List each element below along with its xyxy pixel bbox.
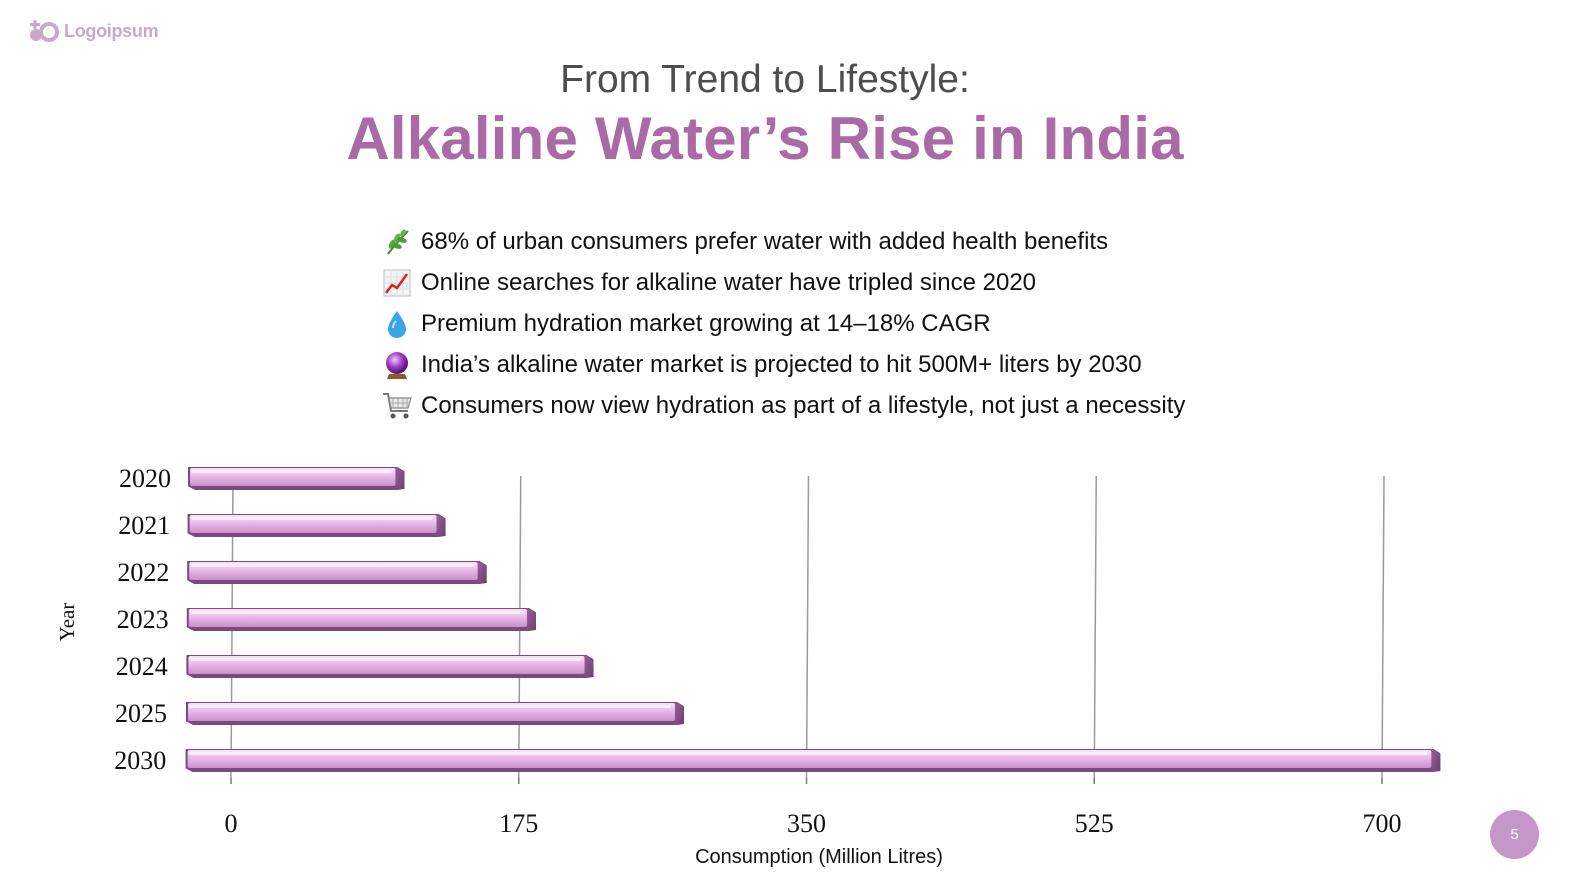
bar-highlight (190, 611, 523, 614)
x-tick-label: 0 (225, 809, 238, 838)
bar-highlight (190, 705, 671, 708)
bar-cap (395, 467, 405, 489)
bullet-list: 68% of urban consumers prefer water with… (381, 222, 1185, 426)
x-tick-label: 350 (787, 809, 826, 838)
herb-icon (381, 226, 413, 258)
y-tick-label: 2021 (118, 511, 170, 540)
y-tick-label: 2023 (117, 605, 169, 634)
x-tick-label: 525 (1075, 809, 1114, 838)
y-tick-label: 2024 (116, 652, 168, 681)
bullet-text: Premium hydration market growing at 14–1… (421, 309, 991, 337)
bullet-text: India’s alkaline water market is project… (421, 350, 1142, 378)
list-item: Premium hydration market growing at 14–1… (381, 304, 1185, 345)
gridline (1093, 475, 1097, 779)
page-title: Alkaline Water’s Rise in India (346, 105, 1184, 172)
bar-highlight (191, 517, 433, 520)
bar-cap (584, 655, 594, 677)
bar-cap (1431, 749, 1441, 771)
page-kicker: From Trend to Lifestyle: (560, 58, 970, 101)
bar-cap (436, 514, 446, 536)
list-item: India’s alkaline water market is project… (381, 344, 1185, 385)
bar-highlight (192, 470, 392, 473)
gridline (805, 475, 810, 779)
bar-cap (526, 608, 536, 630)
bar-cap (674, 702, 684, 724)
logo-text: Logoipsum (64, 20, 159, 41)
y-tick-label: 2030 (114, 746, 166, 775)
x-axis-label: Consumption (Million Litres) (695, 846, 943, 868)
y-tick-label: 2025 (115, 699, 167, 728)
bar-cap (477, 561, 487, 583)
bullet-text: Consumers now view hydration as part of … (421, 391, 1186, 419)
shopping-cart-icon (381, 390, 413, 422)
page-number-badge: 5 (1490, 810, 1539, 859)
bar-highlight (189, 752, 1428, 755)
y-tick-label: 2022 (117, 558, 169, 587)
x-tick-label: 700 (1363, 809, 1402, 838)
list-item: 68% of urban consumers prefer water with… (381, 222, 1185, 263)
list-item: Consumers now view hydration as part of … (381, 385, 1185, 426)
x-tick-label: 175 (499, 809, 538, 838)
y-tick-label: 2020 (119, 464, 171, 493)
droplet-icon (381, 308, 413, 340)
bullet-text: 68% of urban consumers prefer water with… (421, 228, 1109, 256)
crystal-ball-icon (381, 349, 413, 381)
bullet-text: Online searches for alkaline water have … (421, 269, 1037, 297)
bar-chart: 0 175 350 525 700 2020 2021 2022 2023 2024 2025 203… (55, 464, 1441, 868)
logo-mark-icon (30, 20, 59, 42)
logo: Logoipsum (28, 20, 159, 42)
gridline (1381, 475, 1385, 779)
y-axis-label: Year (55, 603, 79, 642)
list-item: Online searches for alkaline water have … (381, 263, 1185, 304)
bar-highlight (190, 658, 581, 661)
chart-increasing-icon (381, 267, 413, 299)
bar-highlight (191, 564, 474, 567)
